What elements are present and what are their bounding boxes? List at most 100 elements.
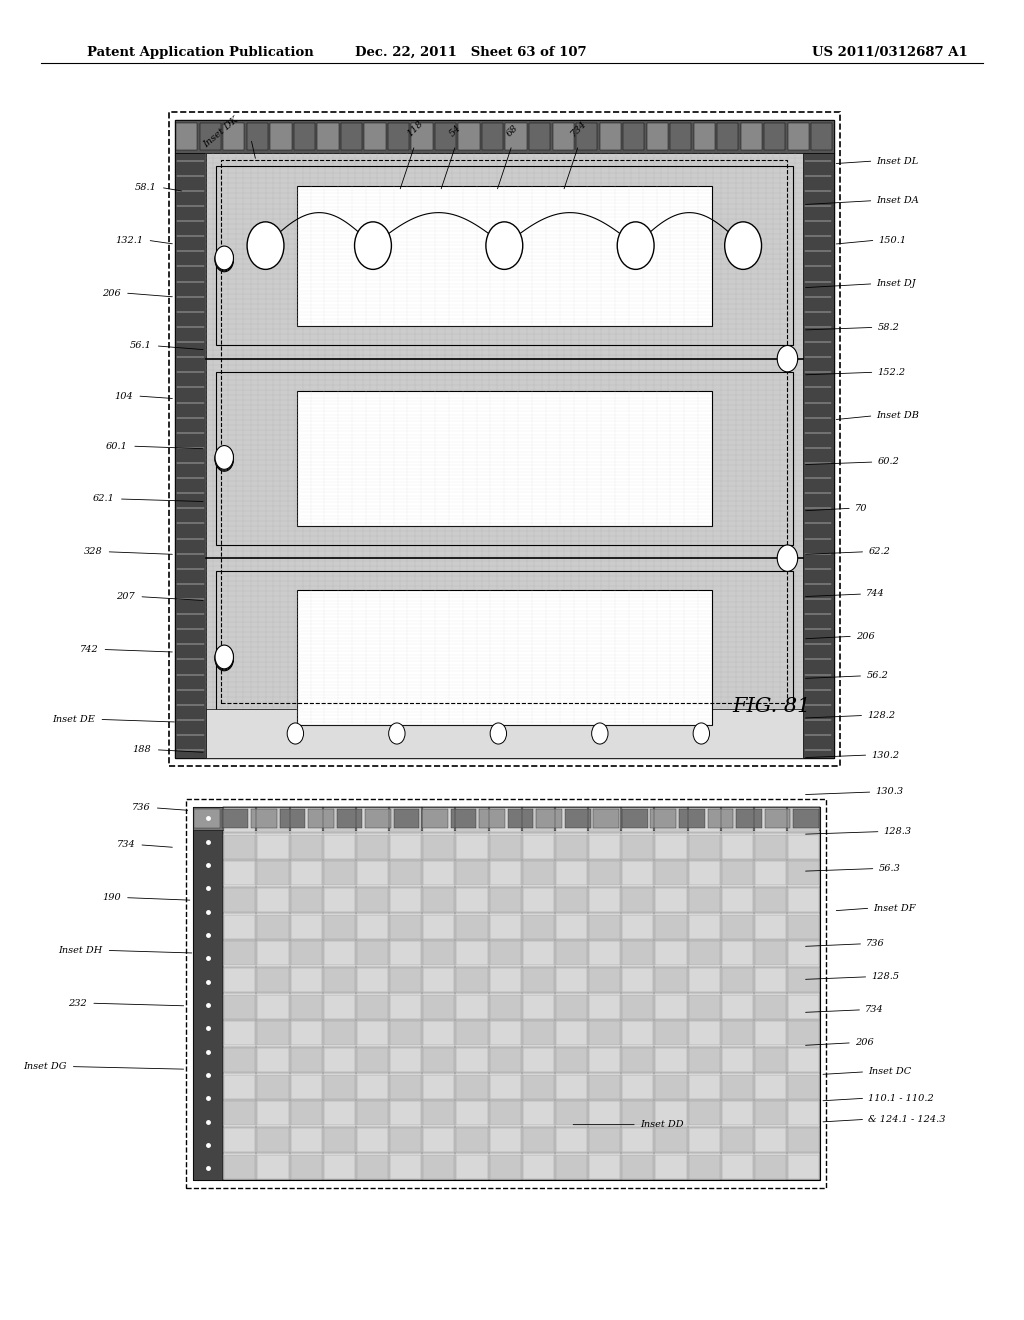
- Bar: [589, 1074, 621, 1098]
- Bar: [341, 124, 362, 150]
- Bar: [291, 1074, 322, 1098]
- Bar: [794, 809, 819, 828]
- Bar: [589, 888, 621, 912]
- Bar: [457, 861, 487, 886]
- Bar: [693, 124, 715, 150]
- Bar: [257, 808, 289, 832]
- Bar: [291, 915, 322, 939]
- Bar: [722, 834, 753, 858]
- Bar: [357, 1101, 388, 1126]
- Bar: [324, 995, 355, 1019]
- Text: 736: 736: [132, 804, 151, 812]
- Bar: [291, 834, 322, 858]
- Bar: [688, 834, 720, 858]
- Bar: [324, 1155, 355, 1179]
- Text: 128.3: 128.3: [884, 828, 911, 836]
- Bar: [423, 834, 455, 858]
- Bar: [297, 590, 712, 726]
- Bar: [623, 888, 653, 912]
- Bar: [788, 888, 819, 912]
- Bar: [788, 1048, 819, 1072]
- Bar: [224, 1155, 255, 1179]
- Bar: [169, 112, 840, 766]
- Bar: [722, 808, 753, 832]
- Bar: [589, 1048, 621, 1072]
- Bar: [357, 1022, 388, 1045]
- Text: 56.3: 56.3: [879, 865, 900, 873]
- Bar: [722, 888, 753, 912]
- Bar: [489, 888, 521, 912]
- Bar: [522, 1074, 554, 1098]
- Bar: [423, 1022, 455, 1045]
- Bar: [788, 968, 819, 991]
- Text: 56.1: 56.1: [130, 342, 152, 350]
- Bar: [324, 1101, 355, 1126]
- Circle shape: [215, 645, 233, 669]
- Bar: [529, 124, 550, 150]
- Bar: [423, 808, 455, 832]
- Bar: [223, 124, 245, 150]
- Text: 188: 188: [133, 746, 152, 754]
- Circle shape: [725, 222, 762, 269]
- Text: Dec. 22, 2011   Sheet 63 of 107: Dec. 22, 2011 Sheet 63 of 107: [355, 46, 587, 59]
- Bar: [679, 809, 705, 828]
- Circle shape: [389, 723, 406, 744]
- Bar: [175, 153, 206, 758]
- Bar: [308, 809, 334, 828]
- Text: 152.2: 152.2: [878, 368, 905, 376]
- Bar: [522, 968, 554, 991]
- Bar: [788, 1101, 819, 1126]
- Bar: [688, 1048, 720, 1072]
- Bar: [357, 968, 388, 991]
- Text: 206: 206: [102, 289, 121, 297]
- Bar: [366, 809, 391, 828]
- Bar: [787, 124, 809, 150]
- Bar: [688, 915, 720, 939]
- Bar: [755, 968, 786, 991]
- Bar: [589, 995, 621, 1019]
- Circle shape: [777, 346, 798, 372]
- Bar: [722, 1129, 753, 1152]
- Bar: [688, 808, 720, 832]
- Bar: [755, 1048, 786, 1072]
- Bar: [522, 1101, 554, 1126]
- Bar: [489, 834, 521, 858]
- Bar: [623, 968, 653, 991]
- Bar: [357, 941, 388, 965]
- Bar: [291, 995, 322, 1019]
- Bar: [224, 888, 255, 912]
- Bar: [522, 834, 554, 858]
- Bar: [489, 1074, 521, 1098]
- Bar: [577, 124, 597, 150]
- Bar: [257, 968, 289, 991]
- Bar: [489, 1101, 521, 1126]
- Bar: [482, 124, 503, 150]
- Bar: [457, 968, 487, 991]
- Bar: [291, 968, 322, 991]
- Circle shape: [485, 222, 522, 269]
- Bar: [788, 1074, 819, 1098]
- Bar: [788, 1022, 819, 1045]
- Bar: [390, 1155, 421, 1179]
- Text: 60.1: 60.1: [106, 442, 128, 450]
- Bar: [257, 995, 289, 1019]
- Bar: [390, 888, 421, 912]
- Bar: [412, 124, 432, 150]
- Bar: [589, 1155, 621, 1179]
- Bar: [623, 1155, 653, 1179]
- Bar: [722, 861, 753, 886]
- Bar: [457, 1022, 487, 1045]
- Bar: [390, 1022, 421, 1045]
- Bar: [623, 1048, 653, 1072]
- Bar: [623, 861, 653, 886]
- Bar: [655, 808, 686, 832]
- Bar: [176, 124, 198, 150]
- Bar: [755, 941, 786, 965]
- Circle shape: [215, 247, 233, 271]
- Bar: [788, 808, 819, 832]
- Bar: [589, 1022, 621, 1045]
- Bar: [788, 995, 819, 1019]
- Bar: [357, 995, 388, 1019]
- Bar: [722, 1155, 753, 1179]
- Bar: [357, 888, 388, 912]
